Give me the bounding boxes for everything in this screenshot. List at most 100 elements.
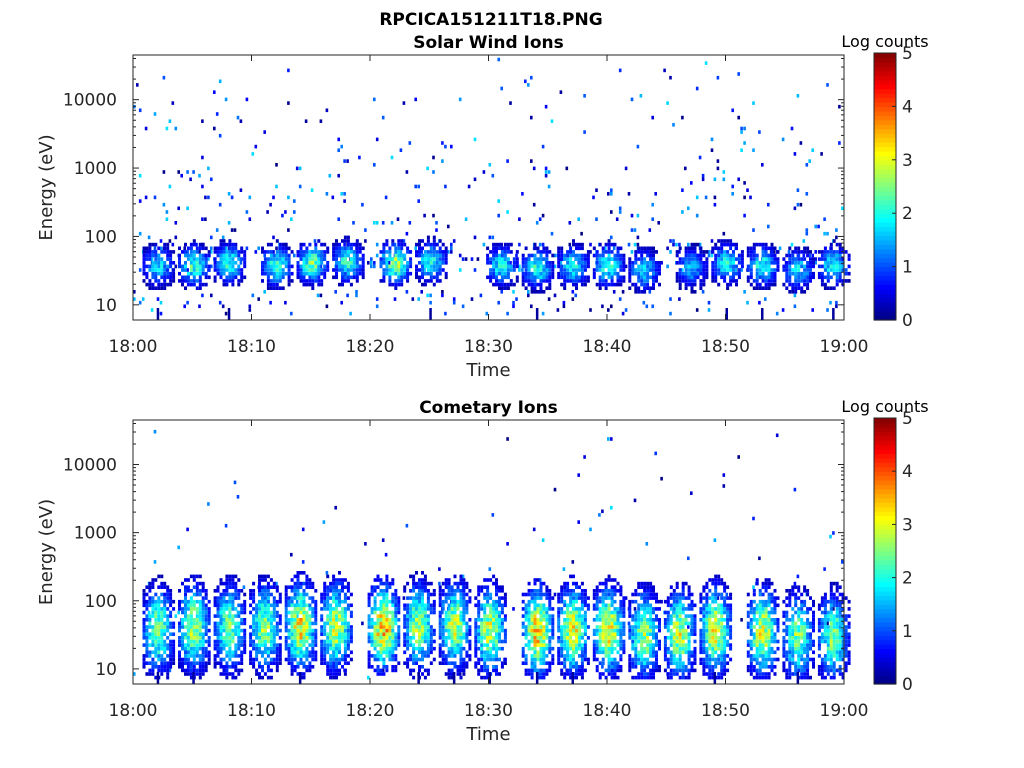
burst-cell bbox=[409, 603, 413, 608]
burst-cell bbox=[643, 264, 647, 269]
burst-cell bbox=[382, 596, 386, 600]
burst-cell bbox=[299, 639, 303, 644]
burst-cell bbox=[583, 282, 587, 287]
burst-cell bbox=[219, 639, 223, 644]
burst-cell bbox=[530, 286, 534, 290]
count-cell bbox=[698, 155, 702, 160]
burst-cell bbox=[382, 618, 386, 622]
count-cell bbox=[636, 144, 640, 149]
burst-cell bbox=[266, 264, 270, 269]
burst-cell bbox=[435, 264, 439, 269]
burst-cell bbox=[367, 650, 371, 655]
burst-cell bbox=[261, 603, 264, 608]
burst-cell bbox=[462, 589, 466, 593]
burst-cell bbox=[746, 250, 750, 254]
burst-cell bbox=[263, 657, 267, 662]
burst-cell bbox=[421, 665, 424, 669]
burst-cell bbox=[261, 639, 264, 644]
burst-cell bbox=[681, 279, 685, 283]
burst-cell bbox=[189, 603, 193, 608]
burst-cell bbox=[438, 264, 442, 269]
burst-cell bbox=[302, 672, 306, 676]
burst-cell bbox=[258, 636, 261, 640]
burst-cell bbox=[791, 271, 795, 276]
burst-cell bbox=[231, 246, 235, 251]
count-cell bbox=[136, 83, 139, 87]
burst-cell bbox=[441, 603, 445, 608]
burst-cell bbox=[418, 650, 421, 655]
burst-cell bbox=[524, 271, 528, 276]
colorbar-swatch bbox=[874, 222, 896, 228]
burst-cell bbox=[148, 668, 152, 673]
count-cell bbox=[550, 119, 554, 123]
burst-cell bbox=[684, 286, 688, 290]
burst-cell bbox=[817, 250, 821, 254]
burst-cell bbox=[261, 618, 264, 622]
burst-cell bbox=[500, 250, 504, 254]
burst-cell bbox=[163, 585, 167, 589]
burst-cell bbox=[500, 253, 504, 258]
burst-cell bbox=[486, 646, 490, 651]
burst-cell bbox=[832, 253, 836, 258]
burst-cell bbox=[338, 246, 341, 251]
burst-cell bbox=[735, 282, 738, 287]
burst-cell bbox=[687, 264, 691, 269]
burst-cell bbox=[423, 264, 427, 269]
count-cell bbox=[138, 108, 142, 113]
burst-cell bbox=[415, 614, 418, 618]
count-cell bbox=[138, 199, 142, 203]
burst-cell bbox=[261, 279, 264, 283]
burst-cell bbox=[498, 268, 501, 272]
burst-cell bbox=[391, 261, 395, 265]
burst-cell bbox=[586, 250, 590, 254]
streak-cell bbox=[535, 308, 539, 320]
burst-cell bbox=[154, 279, 158, 283]
burst-cell bbox=[545, 264, 549, 269]
burst-cell bbox=[720, 268, 724, 272]
count-cell bbox=[710, 137, 714, 142]
burst-cell bbox=[201, 650, 205, 655]
burst-cell bbox=[539, 275, 543, 280]
burst-cell bbox=[711, 268, 715, 272]
burst-cell bbox=[329, 581, 333, 586]
burst-cell bbox=[296, 643, 300, 647]
burst-cell bbox=[358, 242, 362, 247]
count-cell bbox=[749, 195, 752, 200]
burst-cell bbox=[690, 282, 694, 287]
burst-cell bbox=[346, 239, 350, 243]
burst-cell bbox=[308, 275, 312, 280]
burst-cell bbox=[234, 646, 238, 651]
burst-cell bbox=[272, 661, 276, 665]
burst-cell bbox=[794, 279, 798, 283]
count-cell bbox=[441, 290, 444, 294]
burst-cell bbox=[151, 261, 155, 265]
burst-cell bbox=[468, 628, 472, 633]
burst-cell bbox=[284, 599, 288, 604]
burst-cell bbox=[213, 250, 217, 254]
burst-cell bbox=[323, 592, 327, 597]
spectrogram-cells bbox=[133, 57, 851, 320]
burst-cell bbox=[684, 261, 688, 265]
burst-cell bbox=[711, 275, 715, 280]
burst-cell bbox=[394, 599, 398, 604]
burst-cell bbox=[773, 246, 777, 251]
burst-cell bbox=[293, 621, 297, 626]
burst-cell bbox=[249, 639, 253, 644]
burst-cell bbox=[284, 585, 288, 589]
burst-cell bbox=[332, 621, 336, 626]
burst-cell bbox=[453, 665, 457, 669]
burst-cell bbox=[335, 672, 338, 676]
burst-cell bbox=[299, 618, 303, 622]
burst-cell bbox=[219, 628, 223, 633]
count-cell bbox=[301, 560, 305, 564]
burst-cell bbox=[545, 250, 549, 254]
burst-cell bbox=[269, 646, 273, 651]
burst-cell bbox=[284, 618, 288, 622]
burst-cell bbox=[545, 257, 549, 261]
burst-cell bbox=[800, 250, 804, 254]
burst-cell bbox=[163, 610, 167, 615]
burst-cell bbox=[222, 592, 226, 597]
burst-cell bbox=[287, 643, 291, 647]
burst-cell bbox=[343, 636, 347, 640]
burst-cell bbox=[539, 282, 543, 287]
